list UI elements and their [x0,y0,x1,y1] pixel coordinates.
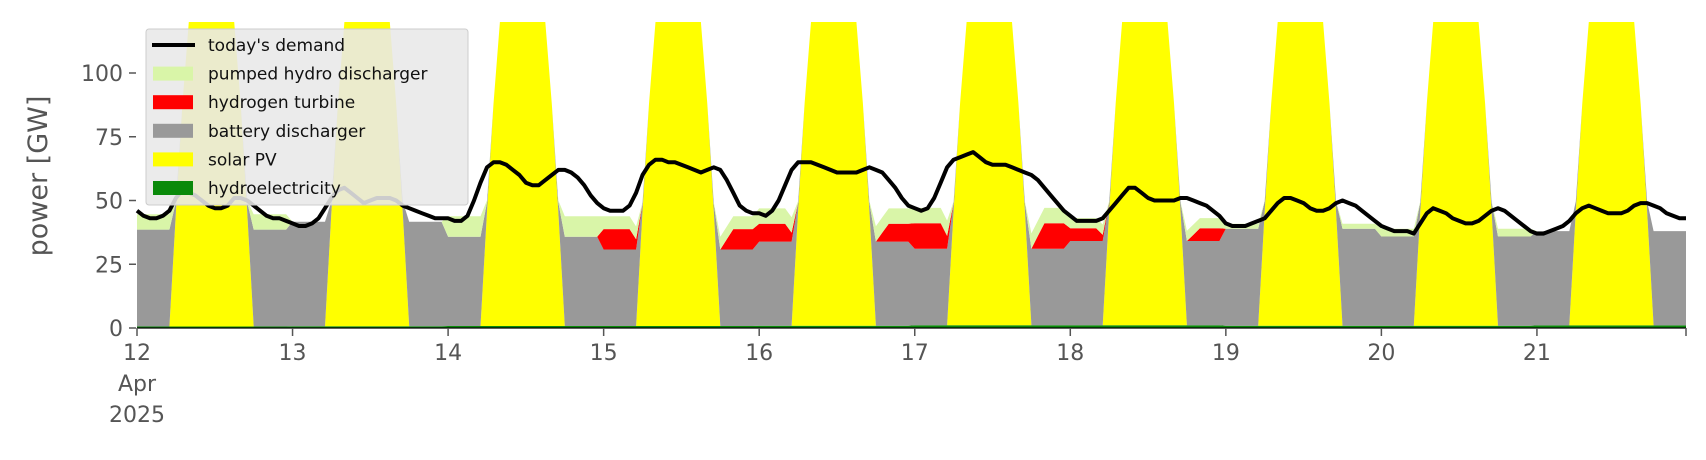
x-tick-label: 16 [745,341,773,366]
legend-label-solar-pv: solar PV [208,150,277,170]
plot-area [135,22,1686,328]
legend: today's demand pumped hydro discharger hyd… [145,28,469,206]
y-axis: 0 25 50 75 100 power [GW] [23,62,136,342]
x-tick-label: 14 [434,341,462,366]
x-ticks: 12 Apr 2025 13 14 15 16 17 18 19 20 21 [109,328,1687,428]
y-tick-label: 100 [81,62,123,87]
y-tick-label: 75 [95,126,123,151]
y-tick-label: 50 [95,190,123,215]
legend-swatch-hydroelectricity [153,181,193,195]
x-tick-label: 20 [1367,341,1395,366]
y-axis-title: power [GW] [23,96,54,257]
legend-label-battery-discharger: battery discharger [208,122,365,142]
legend-label-hydroelectricity: hydroelectricity [208,179,341,199]
legend-swatch-solar-pv [153,152,193,167]
legend-label-pumped-hydro-discharger: pumped hydro discharger [208,65,427,85]
x-tick-label: 17 [901,341,929,366]
x-tick-label: 13 [279,341,307,366]
y-tick-label: 25 [95,253,123,278]
area-battery-discharger [137,22,1686,327]
area-solar-pv [137,22,1686,327]
x-tick-label: 21 [1523,341,1551,366]
legend-swatch-pumped-hydro-discharger [153,66,193,81]
x-tick-label: 18 [1056,341,1084,366]
legend-label-hydrogen-turbine: hydrogen turbine [208,93,355,113]
legend-swatch-battery-discharger [153,123,193,138]
x-tick-label: 15 [590,341,618,366]
y-ticks: 0 25 50 75 100 [81,62,136,342]
stacked-areas [137,22,1686,328]
x-tick-label: 2025 [109,403,165,428]
area-hydroelectricity [137,325,1686,328]
x-axis: 12 Apr 2025 13 14 15 16 17 18 19 20 21 [109,327,1687,428]
legend-swatch-hydrogen-turbine [153,95,193,110]
legend-box [145,28,469,206]
legend-label-today-s-demand: today's demand [208,36,345,56]
x-tick-label: Apr [118,372,157,397]
x-tick-label: 19 [1212,341,1240,366]
y-tick-label: 0 [109,317,123,342]
legend-entries: today's demand pumped hydro discharger hyd… [152,36,427,199]
x-tick-label: 12 [123,341,151,366]
